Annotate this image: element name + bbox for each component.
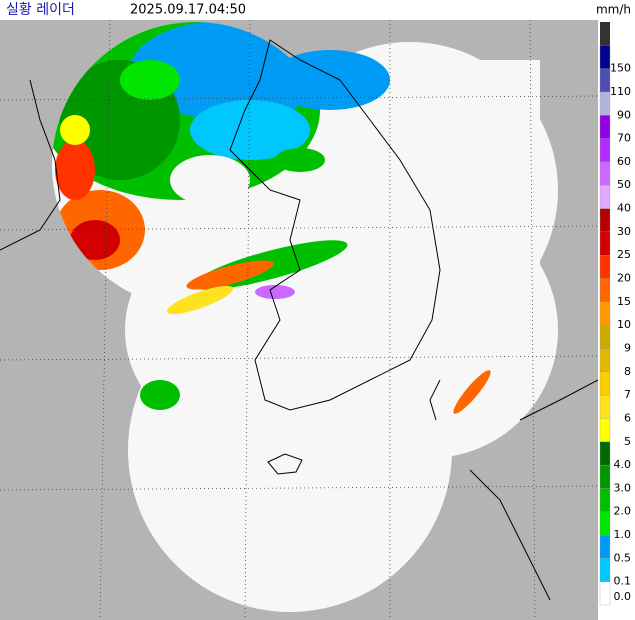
- legend-label: 15: [617, 295, 631, 308]
- legend-color: [599, 325, 611, 349]
- map: [0, 20, 598, 620]
- legend-color: [599, 255, 611, 279]
- legend-label: 25: [617, 248, 631, 261]
- precip-bands: [140, 50, 491, 414]
- legend-label: 40: [617, 202, 631, 215]
- legend-color: [599, 464, 611, 489]
- legend-label: 7: [624, 388, 631, 401]
- legend-color: [599, 371, 611, 396]
- legend-color: [599, 581, 611, 606]
- legend-label: 6: [624, 411, 631, 424]
- legend-label: 0.0: [614, 590, 632, 603]
- legend-color: [599, 91, 611, 116]
- legend: 0.0 0.1 0.5 1.0 2.0 3.0 4.0 5 6 7 8 9 10 15 20 25 30 40 50…: [599, 22, 632, 606]
- legend-label: 90: [617, 108, 631, 121]
- legend-label: 20: [617, 272, 631, 285]
- legend-color: [599, 534, 611, 559]
- legend-label: 60: [617, 155, 631, 168]
- legend-color: [599, 301, 611, 326]
- radar-coverage: [52, 22, 558, 612]
- graticule: [0, 20, 598, 620]
- legend-color: [599, 488, 611, 512]
- unit: mm/h: [596, 3, 631, 17]
- title: 실황 레이더: [6, 2, 75, 18]
- legend-label: 5: [624, 435, 631, 448]
- legend-label: 8: [624, 365, 631, 378]
- legend-label: 10: [617, 318, 631, 331]
- timestamp: 2025.09.17.04:50: [130, 3, 246, 18]
- legend-label: 2.0: [614, 505, 632, 518]
- legend-label: 3.0: [614, 481, 632, 494]
- legend-color: [599, 441, 611, 466]
- legend-color: [599, 558, 611, 582]
- legend-color: [599, 161, 611, 186]
- coastline: [0, 39, 598, 601]
- legend-label: 0.1: [614, 575, 632, 588]
- legend-color: [599, 348, 611, 372]
- legend-label: 110: [610, 85, 631, 98]
- legend-color: [599, 115, 611, 139]
- legend-label: 4.0: [614, 458, 632, 471]
- header-bar: [0, 0, 635, 20]
- legend-color: [599, 138, 611, 163]
- legend-label: 0.5: [614, 551, 632, 564]
- legend-label: 30: [617, 225, 631, 238]
- legend-color: [599, 185, 611, 209]
- legend-label: 70: [617, 132, 631, 145]
- legend-label: 9: [624, 341, 631, 354]
- legend-label: 1.0: [614, 528, 632, 541]
- legend-label: 150: [610, 62, 631, 75]
- legend-color: [599, 231, 611, 256]
- legend-color: [599, 511, 611, 536]
- legend-color: [599, 418, 611, 442]
- legend-label: 50: [617, 178, 631, 191]
- legend-color: [599, 278, 611, 302]
- legend-color: [600, 22, 610, 46]
- legend-color: [599, 394, 611, 419]
- legend-color: [599, 45, 611, 69]
- legend-color: [599, 68, 611, 93]
- legend-color: [599, 208, 611, 233]
